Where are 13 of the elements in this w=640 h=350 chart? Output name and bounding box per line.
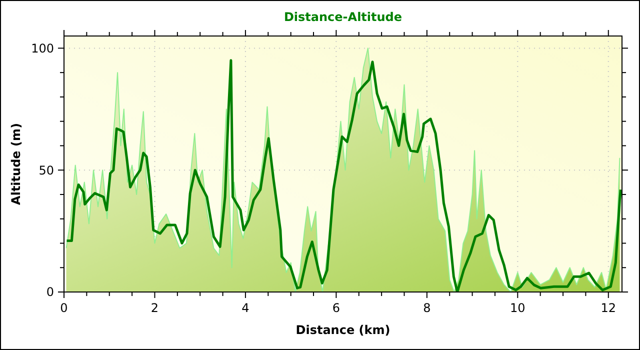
x-tick-label: 6 — [332, 301, 340, 315]
chart-title: Distance-Altitude — [284, 10, 402, 24]
x-tick-label: 0 — [60, 301, 68, 315]
y-tick-label: 100 — [31, 41, 54, 56]
y-axis-title: Altitude (m) — [9, 123, 23, 205]
x-tick-label: 10 — [510, 301, 526, 315]
x-tick-label: 4 — [242, 301, 250, 315]
y-tick-label: 50 — [38, 163, 54, 178]
x-tick-label: 12 — [600, 301, 616, 315]
x-axis-title: Distance (km) — [296, 323, 390, 337]
x-tick-label: 2 — [150, 301, 159, 315]
y-tick-label: 0 — [46, 285, 54, 300]
x-tick-label: 8 — [423, 301, 431, 315]
